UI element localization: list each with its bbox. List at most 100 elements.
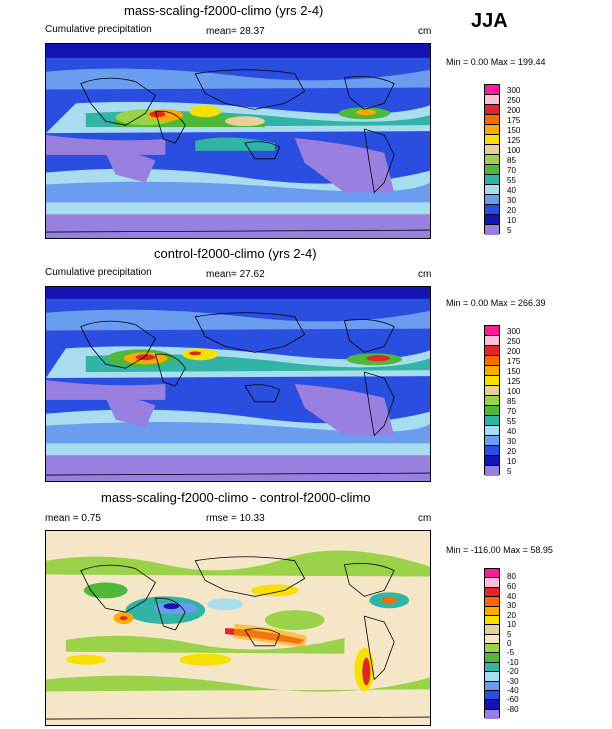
panel-2-colorbar-label: 70 [507, 407, 516, 416]
panel-2-variable-label: Cumulative precipitation [45, 267, 152, 278]
panel-1-colorbar-label: 125 [507, 136, 521, 145]
panel-3-colorbar-swatch [485, 587, 499, 598]
panel-2-colorbar-swatch [485, 356, 499, 366]
panel-2-colorbar-swatch [485, 466, 499, 476]
panel-1-minmax: Min = 0.00 Max = 199.44 [446, 57, 546, 67]
panel-2-colorbar-label: 300 [507, 327, 521, 336]
panel-2-colorbar-label: 250 [507, 337, 521, 346]
panel-3-colorbar-label: -10 [507, 658, 519, 667]
panel-3-colorbar-swatch [485, 700, 499, 710]
panel-3-colorbar-swatch [485, 615, 499, 626]
panel-2-colorbar-label: 200 [507, 347, 521, 356]
panel-3-colorbar-swatch [485, 597, 499, 607]
panel-1-colorbar [484, 84, 500, 235]
panel-3-colorbar-label: -5 [507, 648, 515, 657]
panel-2-colorbar-label: 150 [507, 367, 521, 376]
panel-1-colorbar-swatch [485, 125, 499, 135]
panel-1-colorbar-label: 150 [507, 126, 521, 135]
panel-2-units-label: cm [418, 269, 432, 280]
panel-1-colorbar-swatch [485, 215, 499, 225]
panel-1-colorbar-swatch [485, 165, 499, 175]
panel-1-colorbar-label: 300 [507, 86, 521, 95]
panel-1-colorbar-label: 55 [507, 176, 516, 185]
panel-3-colorbar-swatch [485, 578, 499, 588]
panel-2-colorbar-swatch [485, 396, 499, 406]
panel-3-colorbar-swatch [485, 634, 499, 644]
panel-1-colorbar-label: 10 [507, 216, 516, 225]
panel-2-mean-label: mean= 27.62 [206, 269, 265, 280]
panel-2-colorbar [484, 325, 500, 476]
panel-2-colorbar-label: 100 [507, 387, 521, 396]
panel-3-colorbar-swatch [485, 606, 499, 616]
panel-3-colorbar [484, 568, 500, 719]
panel-3-coastlines [46, 556, 430, 720]
panel-3-colorbar-swatch [485, 653, 499, 663]
panel-2-colorbar-swatch [485, 406, 499, 416]
panel-3-colorbar-swatch [485, 672, 499, 682]
season-label: JJA [471, 10, 508, 32]
panel-1-title: mass-scaling-f2000-climo (yrs 2-4) [124, 3, 324, 18]
panel-1-colorbar-label: 20 [507, 206, 516, 215]
panel-3-colorbar-swatch [485, 569, 499, 579]
panel-3-colorbar-label: 20 [507, 611, 516, 620]
panel-1-colorbar-swatch [485, 195, 499, 205]
panel-2-precip-field [46, 287, 430, 481]
panel-3-colorbar-swatch [485, 690, 499, 701]
panel-2-colorbar-label: 85 [507, 397, 516, 406]
panel-2-map [45, 286, 431, 482]
panel-3-colorbar-label: 40 [507, 592, 516, 601]
panel-3-minmax: Min = -116.00 Max = 58.95 [446, 545, 553, 555]
panel-1-colorbar-swatch [485, 115, 499, 125]
panel-2-colorbar-swatch [485, 416, 499, 426]
panel-3-colorbar-label: -80 [507, 705, 519, 714]
panel-2-colorbar-swatch [485, 446, 499, 456]
panel-3-colorbar-label: -40 [507, 686, 519, 695]
panel-3-colorbar-label: 80 [507, 572, 516, 581]
panel-3-units-label: cm [418, 513, 432, 524]
panel-2-colorbar-label: 30 [507, 437, 516, 446]
panel-2-colorbar-label: 40 [507, 427, 516, 436]
panel-1-colorbar-swatch [485, 185, 499, 195]
panel-3-title: mass-scaling-f2000-climo - control-f2000… [101, 490, 371, 505]
panel-1-colorbar-swatch [485, 105, 499, 115]
panel-3-colorbar-label: 30 [507, 601, 516, 610]
panel-3-colorbar-label: -20 [507, 667, 519, 676]
panel-3-difference-field [46, 531, 430, 725]
panel-1-colorbar-swatch [485, 155, 499, 165]
panel-1-colorbar-swatch [485, 95, 499, 105]
panel-2-colorbar-swatch [485, 426, 499, 436]
panel-2-colorbar-label: 20 [507, 447, 516, 456]
panel-1-colorbar-label: 70 [507, 166, 516, 175]
panel-2-colorbar-swatch [485, 386, 499, 396]
panel-3-colorbar-label: 0 [507, 639, 512, 648]
panel-2-colorbar-swatch [485, 436, 499, 446]
panel-2-minmax: Min = 0.00 Max = 266.39 [446, 298, 546, 308]
panel-1-coastlines [46, 69, 430, 233]
panel-2-colorbar-swatch [485, 376, 499, 386]
panel-1-colorbar-label: 5 [507, 226, 512, 235]
panel-3-colorbar-swatch [485, 662, 499, 673]
panel-1-colorbar-label: 250 [507, 96, 521, 105]
panel-2-colorbar-swatch [485, 346, 499, 356]
panel-2-colorbar-swatch [485, 336, 499, 346]
panel-1-colorbar-label: 100 [507, 146, 521, 155]
panel-3-colorbar-label: 60 [507, 582, 516, 591]
panel-3-colorbar-label: -60 [507, 695, 519, 704]
panel-3-mean-label: mean = 0.75 [45, 513, 101, 524]
panel-2-title: control-f2000-climo (yrs 2-4) [154, 246, 317, 261]
panel-1-colorbar-label: 85 [507, 156, 516, 165]
panel-2-colorbar-swatch [485, 456, 499, 466]
panel-3-colorbar-swatch [485, 625, 499, 635]
panel-1-colorbar-swatch [485, 205, 499, 215]
panel-1-colorbar-swatch [485, 85, 499, 95]
panel-1-colorbar-label: 30 [507, 196, 516, 205]
panel-1-colorbar-swatch [485, 145, 499, 155]
panel-3-colorbar-swatch [485, 709, 499, 719]
panel-3-colorbar-label: 10 [507, 620, 516, 629]
panel-2-colorbar-label: 125 [507, 377, 521, 386]
panel-2-colorbar-label: 55 [507, 417, 516, 426]
panel-1-units-label: cm [418, 26, 432, 37]
panel-3-colorbar-swatch [485, 681, 499, 691]
panel-1-map [45, 43, 431, 239]
panel-2-coastlines [46, 312, 430, 476]
